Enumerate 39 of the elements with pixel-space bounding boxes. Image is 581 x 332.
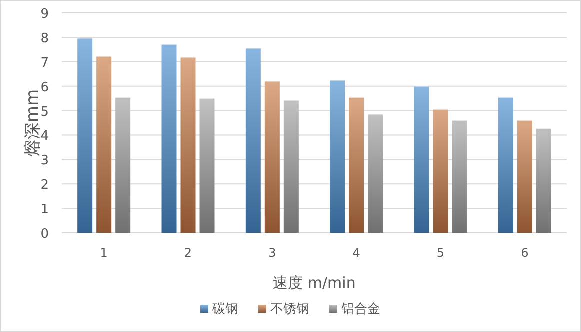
- y-tick-label: 7: [40, 56, 49, 71]
- x-tick-label: 4: [352, 246, 360, 260]
- bar: [517, 120, 532, 233]
- bar: [180, 58, 196, 233]
- bar: [368, 114, 384, 233]
- bar: [349, 98, 364, 233]
- y-tick-label: 6: [40, 80, 49, 96]
- x-axis-title: 速度 m/min: [273, 274, 356, 292]
- legend-label: 铝合金: [340, 302, 380, 317]
- y-tick-label: 8: [40, 31, 49, 46]
- bar: [200, 98, 215, 233]
- bar: [264, 82, 280, 233]
- x-tick-label: 5: [436, 246, 445, 260]
- bar: [116, 98, 131, 233]
- y-tick-label: 4: [40, 129, 49, 144]
- bar: [78, 38, 93, 233]
- x-tick-label: 6: [521, 246, 529, 260]
- y-axis-title: 熔深mm: [23, 89, 43, 157]
- bar: [536, 128, 552, 233]
- bar: [330, 80, 346, 233]
- bar: [96, 56, 112, 233]
- legend-label: 不锈钢: [270, 302, 310, 317]
- y-tick-label: 9: [40, 7, 49, 22]
- bar: [162, 44, 177, 233]
- y-tick-label: 3: [40, 154, 49, 169]
- y-tick-label: 0: [40, 227, 49, 242]
- y-tick-label: 1: [40, 202, 49, 218]
- y-tick-label: 5: [40, 104, 49, 120]
- x-tick-label: 3: [268, 246, 276, 260]
- bar: [246, 48, 261, 233]
- legend-label: 碳钢: [212, 302, 238, 317]
- x-tick-label: 1: [100, 246, 108, 260]
- bar: [452, 120, 468, 233]
- bar: [498, 98, 514, 233]
- y-tick-label: 2: [40, 178, 49, 194]
- bar: [284, 100, 299, 233]
- x-tick-label: 2: [184, 246, 192, 260]
- bar: [414, 86, 430, 233]
- bar: [433, 110, 448, 233]
